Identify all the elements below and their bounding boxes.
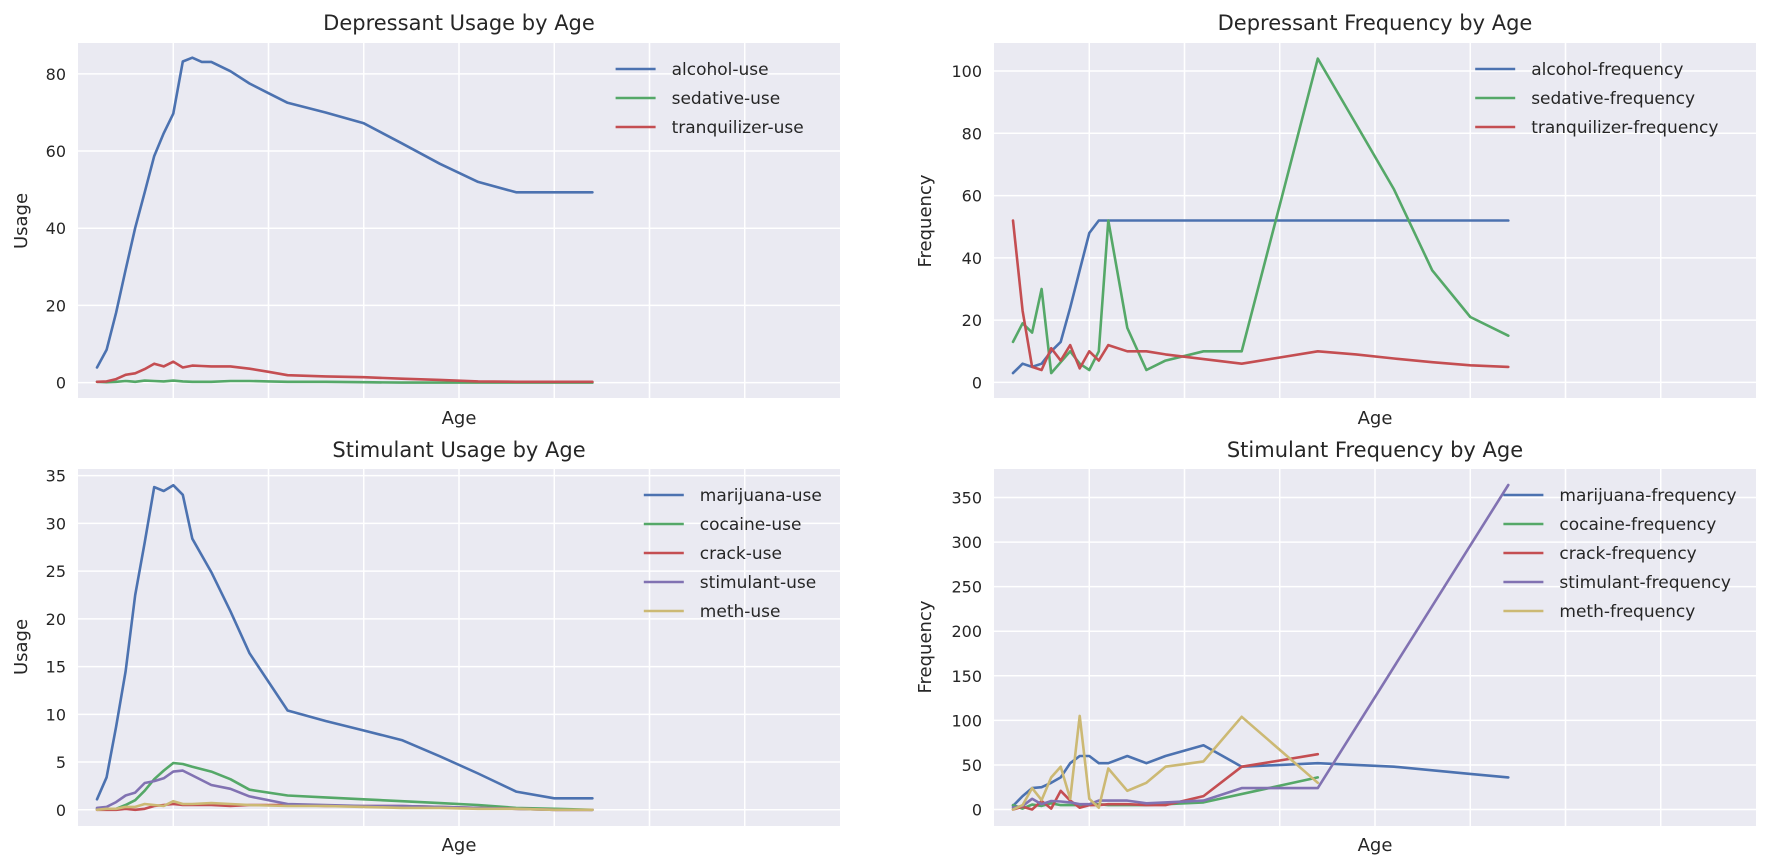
y-tick-label: 10 <box>46 705 66 724</box>
y-tick-label: 150 <box>951 667 982 686</box>
series-line-meth-frequency <box>1011 714 1320 811</box>
chart-title: Stimulant Usage by Age <box>332 438 585 462</box>
legend-label: cocaine-use <box>700 515 802 535</box>
legend: marijuana-frequency cocaine-frequency crac… <box>1503 486 1737 622</box>
y-tick-label: 100 <box>951 62 982 81</box>
y-tick-label: 20 <box>46 610 66 629</box>
y-tick-label: 35 <box>46 467 66 486</box>
y-tick-label: 40 <box>962 249 982 268</box>
legend-label: stimulant-frequency <box>1559 573 1731 593</box>
y-tick-label: 350 <box>951 489 982 508</box>
y-tick-label: 300 <box>951 533 982 552</box>
legend-label: stimulant-use <box>700 573 816 593</box>
legend-label: sedative-use <box>672 89 781 109</box>
y-tick-label: 0 <box>56 374 66 393</box>
panel-stimulant-frequency: 0 50 100 150 200 250 300 350 Stimulant Frequenc… <box>915 438 1756 856</box>
series-line-marijuana-frequency <box>1011 743 1510 808</box>
series-line-tranquilizer-frequency <box>1011 219 1510 372</box>
x-axis-label: Age <box>1358 835 1393 856</box>
legend: alcohol-frequency sedative-frequency tranq… <box>1475 60 1718 138</box>
y-tick-label: 80 <box>46 65 66 84</box>
legend: alcohol-use sedative-use tranquilizer-use <box>615 60 804 138</box>
y-tick-label: 30 <box>46 514 66 533</box>
y-tick-label: 20 <box>46 296 66 315</box>
legend-label: tranquilizer-frequency <box>1531 118 1718 138</box>
chart-title: Stimulant Frequency by Age <box>1227 438 1523 462</box>
y-tick-label: 5 <box>56 753 66 772</box>
y-tick-label: 0 <box>56 801 66 820</box>
y-axis-label: Usage <box>11 619 32 675</box>
y-tick-label: 20 <box>962 311 982 330</box>
legend-label: alcohol-frequency <box>1531 60 1683 80</box>
series-line-marijuana-use <box>95 483 594 801</box>
legend-label: crack-use <box>700 544 782 564</box>
legend-label: sedative-frequency <box>1531 89 1695 109</box>
chart-title: Depressant Usage by Age <box>323 11 595 35</box>
y-tick-label: 80 <box>962 124 982 143</box>
legend-label: meth-use <box>700 602 781 622</box>
legend-label: crack-frequency <box>1559 544 1696 564</box>
y-axis-label: Frequency <box>915 174 936 267</box>
panel-depressant-usage: 0 20 40 60 80 Depressant Usage by Age Age Us… <box>11 11 840 429</box>
y-tick-label: 60 <box>962 187 982 206</box>
series-line-sedative-use <box>95 379 594 384</box>
x-axis-label: Age <box>442 835 477 856</box>
y-tick-label: 40 <box>46 219 66 238</box>
chart-title: Depressant Frequency by Age <box>1218 11 1533 35</box>
legend-label: marijuana-use <box>700 486 822 506</box>
series-line-sedative-frequency <box>1011 57 1510 375</box>
y-tick-label: 100 <box>951 711 982 730</box>
y-tick-label: 250 <box>951 578 982 597</box>
x-axis-label: Age <box>1358 408 1393 429</box>
series-line-tranquilizer-use <box>95 360 594 384</box>
legend-label: cocaine-frequency <box>1559 515 1716 535</box>
y-tick-label: 200 <box>951 622 982 641</box>
y-tick-label: 0 <box>972 373 982 392</box>
legend: marijuana-use cocaine-use crack-use stimula… <box>643 486 822 622</box>
series-line-cocaine-use <box>95 761 594 812</box>
y-tick-label: 25 <box>46 562 66 581</box>
legend-label: tranquilizer-use <box>672 118 804 138</box>
series-line-meth-use <box>95 799 594 812</box>
y-tick-label: 0 <box>972 801 982 820</box>
y-tick-label: 60 <box>46 142 66 161</box>
series-line-alcohol-use <box>95 56 594 369</box>
legend-label: marijuana-frequency <box>1559 486 1736 506</box>
y-tick-label: 50 <box>962 756 982 775</box>
legend-label: alcohol-use <box>672 60 769 80</box>
x-axis-label: Age <box>442 408 477 429</box>
y-axis-label: Frequency <box>915 600 936 693</box>
y-tick-label: 15 <box>46 658 66 677</box>
panel-stimulant-usage: 0 5 10 15 20 25 30 35 Stimulant Usage by Age Ag… <box>11 438 840 856</box>
panel-depressant-frequency: 0 20 40 60 80 100 Depressant Frequency by Age… <box>915 11 1756 429</box>
y-axis-label: Usage <box>11 193 32 249</box>
legend-label: meth-frequency <box>1559 602 1695 622</box>
